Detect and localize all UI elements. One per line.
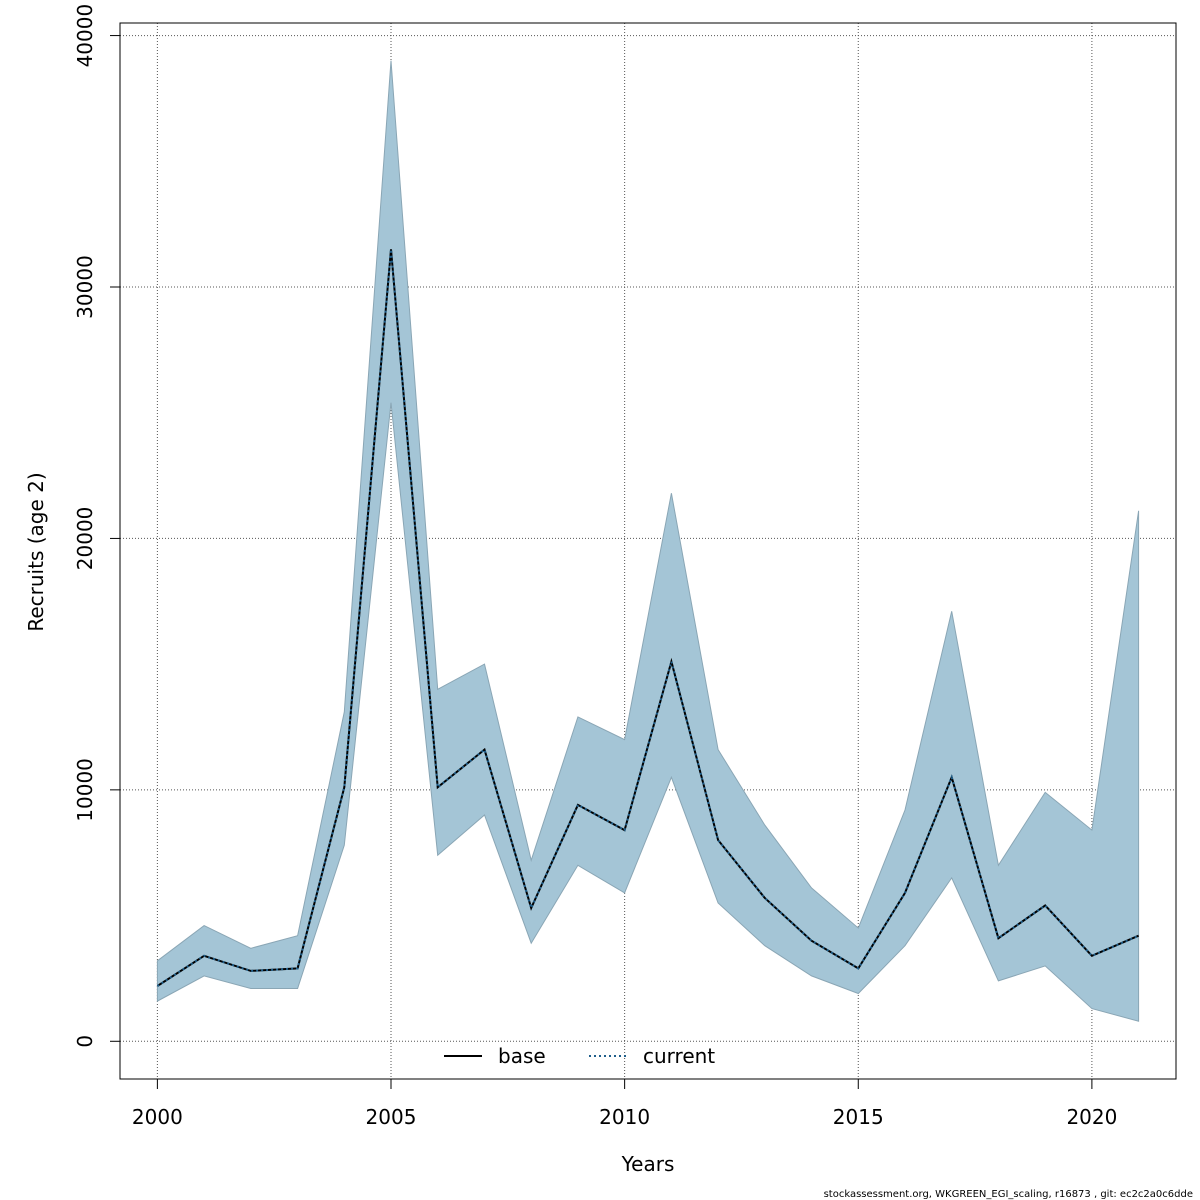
series-lines xyxy=(156,249,1139,987)
x-tick-label: 2015 xyxy=(833,1105,884,1129)
x-tick-label: 2020 xyxy=(1066,1105,1117,1129)
y-tick-label: 30000 xyxy=(73,255,97,319)
legend-base-label: base xyxy=(498,1044,546,1068)
y-tick-label: 40000 xyxy=(73,4,97,68)
y-tick-label: 0 xyxy=(73,1035,97,1048)
x-axis-title: Years xyxy=(621,1152,675,1176)
series-line-current xyxy=(156,249,1139,987)
y-tick-label: 10000 xyxy=(73,758,97,822)
x-axis: 2000 2005 2010 2015 2020 xyxy=(132,1078,1117,1129)
x-tick-label: 2010 xyxy=(599,1105,650,1129)
legend: base current xyxy=(444,1044,715,1068)
y-tick-label: 20000 xyxy=(73,507,97,571)
y-axis-title: Recruits (age 2) xyxy=(24,472,48,631)
x-tick-label: 2000 xyxy=(132,1105,183,1129)
confidence-band xyxy=(156,60,1140,1022)
legend-current-label: current xyxy=(643,1044,715,1068)
y-axis: 0 10000 20000 30000 40000 xyxy=(73,4,121,1048)
footer-note: stockassessment.org, WKGREEN_EGI_scaling… xyxy=(824,1189,1193,1200)
x-tick-label: 2005 xyxy=(366,1105,417,1129)
